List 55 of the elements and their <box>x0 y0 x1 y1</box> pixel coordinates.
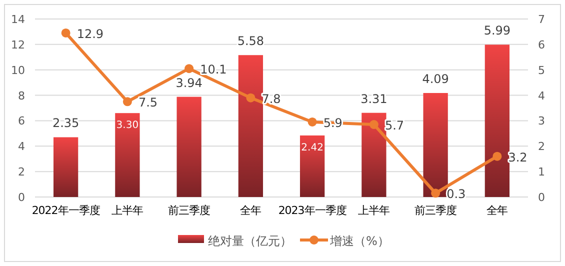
point <box>184 64 194 74</box>
y-tick-label: 14 <box>11 13 25 26</box>
y2-tick-label: 5 <box>538 64 545 77</box>
y2-tick-label: 7 <box>538 13 545 26</box>
x-tick-label: 前三季度 <box>168 204 211 217</box>
data-label: 12.9 <box>76 26 104 41</box>
y2-tick-label: 0 <box>538 191 545 204</box>
data-label: 4.09 <box>422 72 449 86</box>
data-label: 3.30 <box>116 120 139 132</box>
bar <box>238 55 264 197</box>
point <box>369 120 378 130</box>
bar <box>484 44 510 197</box>
y-tick-label: 12 <box>11 38 25 52</box>
data-label: 7.5 <box>138 96 158 110</box>
y-tick-label: 8 <box>18 89 25 102</box>
x-tick-label: 2022年一季度 <box>32 204 100 217</box>
bar <box>423 92 448 197</box>
y-tick-label: 6 <box>18 114 25 128</box>
data-label: 2.35 <box>52 116 80 130</box>
bar <box>362 112 386 197</box>
data-label: 3.94 <box>176 76 202 90</box>
y-tick-label: 10 <box>11 64 25 77</box>
point <box>122 97 132 106</box>
x-tick-label: 全年 <box>486 204 508 217</box>
data-label: 5.99 <box>484 24 511 38</box>
y2-tick-label: 2 <box>538 140 545 154</box>
y2-tick-label: 1 <box>538 166 545 179</box>
point <box>61 28 70 38</box>
y2-tick-label: 4 <box>538 89 545 102</box>
y2-tick-label: 6 <box>538 38 545 52</box>
data-label: 5.58 <box>237 34 264 48</box>
bar <box>53 137 78 197</box>
point <box>431 188 440 198</box>
y-tick-label: 0 <box>18 191 25 204</box>
data-label: 5.9 <box>323 116 342 130</box>
bar <box>176 96 202 197</box>
data-label: 5.7 <box>384 118 404 133</box>
x-tick-label: 2023年一季度 <box>278 204 347 217</box>
y-tick-label: 4 <box>18 140 25 154</box>
legend-label: 增速（%） <box>329 234 390 248</box>
bar <box>115 113 140 197</box>
legend-label: 绝对量（亿元） <box>208 234 292 248</box>
point <box>308 117 317 126</box>
x-tick-label: 上半年 <box>358 204 390 217</box>
y-tick-label: 2 <box>18 166 25 179</box>
point <box>246 93 256 102</box>
bar <box>300 135 325 197</box>
point <box>492 152 502 161</box>
x-tick-label: 全年 <box>240 204 262 217</box>
data-label: 10.1 <box>200 62 227 77</box>
x-tick-label: 前三季度 <box>414 204 458 217</box>
data-label: 2.42 <box>301 142 324 154</box>
y2-tick-label: 3 <box>538 114 545 128</box>
x-tick-label: 上半年 <box>112 204 144 217</box>
data-label: 3.31 <box>360 92 388 106</box>
